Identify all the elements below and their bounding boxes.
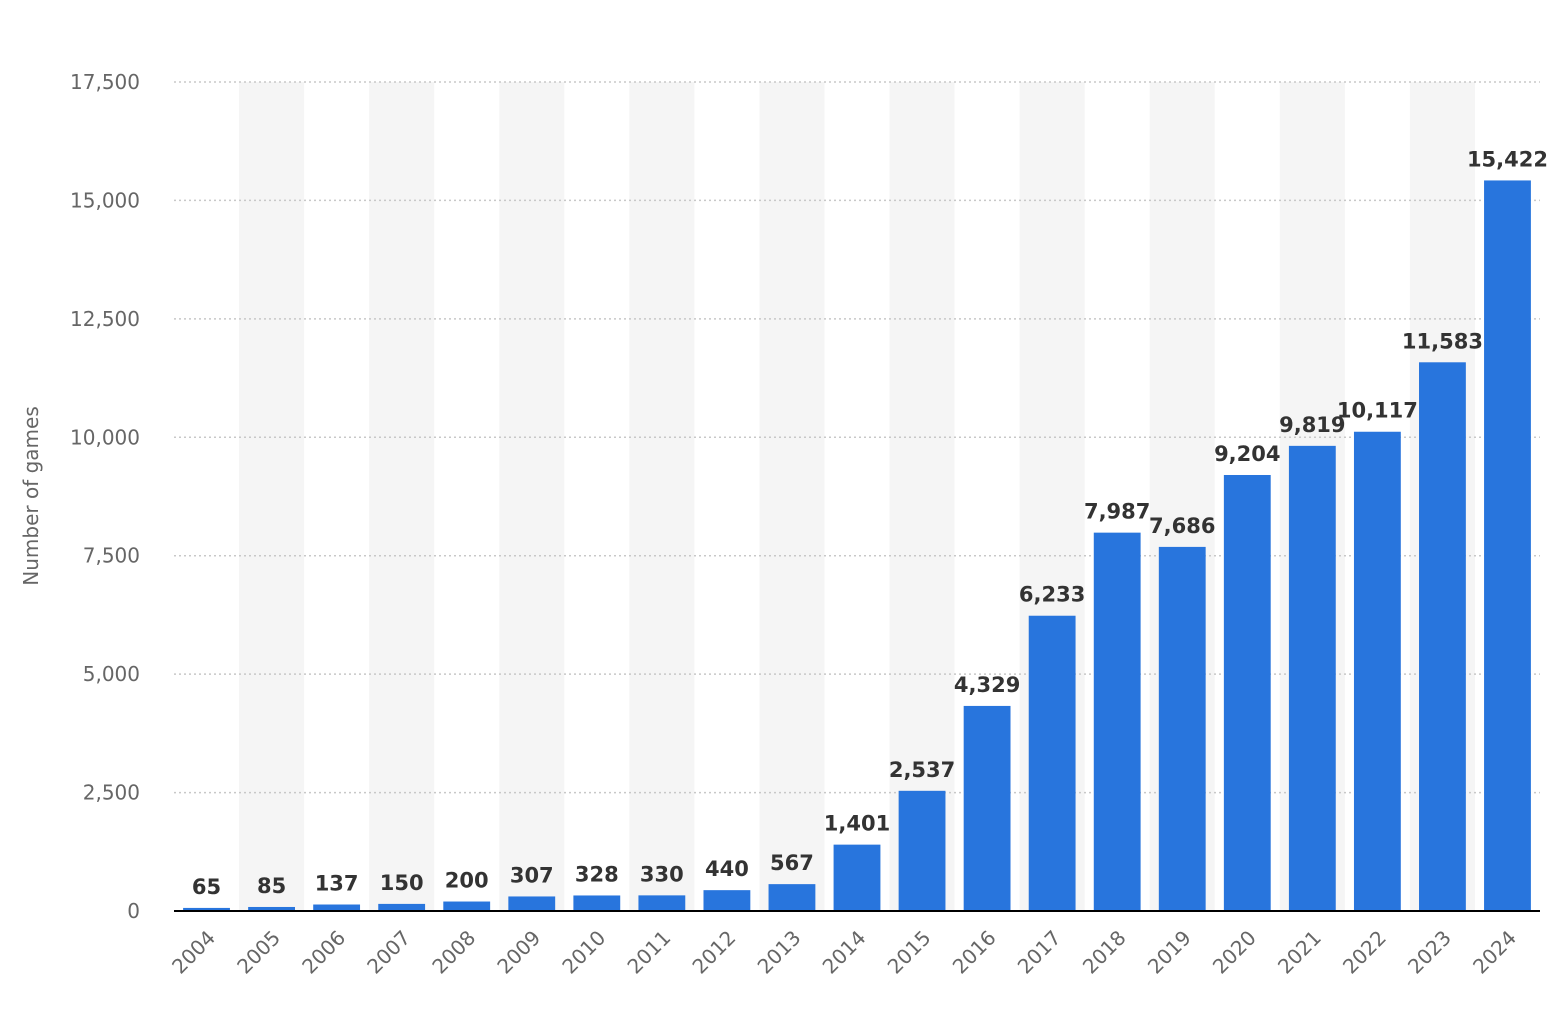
data-label: 7,686: [1149, 514, 1215, 538]
column-band: [369, 82, 435, 911]
bar: [963, 705, 1011, 911]
x-tick-label: 2014: [818, 926, 871, 979]
y-tick-label: 0: [127, 899, 140, 923]
data-label: 2,537: [889, 758, 955, 782]
y-tick-label: 15,000: [70, 188, 140, 212]
x-tick-label: 2017: [1013, 926, 1066, 979]
data-label: 6,233: [1019, 583, 1085, 607]
bar: [313, 904, 361, 911]
y-axis-label: Number of games: [19, 406, 43, 586]
bar: [1223, 474, 1271, 911]
bar: [768, 884, 816, 911]
data-label: 85: [257, 874, 286, 898]
x-tick-label: 2022: [1338, 926, 1391, 979]
data-label: 200: [445, 869, 489, 893]
x-tick-label: 2008: [427, 926, 480, 979]
bar: [1288, 445, 1336, 911]
x-tick-label: 2024: [1468, 926, 1521, 979]
x-tick-label: 2016: [948, 926, 1001, 979]
x-tick-label: 2006: [297, 926, 350, 979]
column-band: [629, 82, 695, 911]
column-band: [239, 82, 305, 911]
x-tick-label: 2009: [492, 926, 545, 979]
data-label: 567: [770, 851, 814, 875]
data-label: 9,204: [1214, 442, 1280, 466]
y-tick-label: 10,000: [70, 425, 140, 449]
data-label: 10,117: [1337, 399, 1418, 423]
column-band: [499, 82, 565, 911]
x-tick-label: 2004: [167, 926, 220, 979]
data-label: 4,329: [954, 673, 1020, 697]
x-tick-label: 2015: [883, 926, 936, 979]
data-label: 307: [510, 863, 554, 887]
data-label: 150: [380, 871, 424, 895]
bars: [183, 180, 1531, 911]
bar: [1419, 362, 1466, 911]
y-tick-label: 7,500: [83, 544, 140, 568]
x-tick-label: 2019: [1143, 926, 1196, 979]
x-tick-label: 2018: [1078, 926, 1131, 979]
data-label: 7,987: [1084, 500, 1150, 524]
bar: [1484, 180, 1531, 911]
data-label: 137: [315, 872, 359, 896]
column-band: [889, 82, 955, 911]
y-tick-label: 5,000: [83, 662, 140, 686]
bar: [703, 890, 751, 911]
data-labels: 65 85 137 150 200 307 328 330 440 567 1,401 2,537 4,…: [192, 147, 1548, 898]
bar: [898, 790, 946, 911]
bar: [1028, 615, 1076, 911]
x-tick-label: 2005: [232, 926, 285, 979]
bar: [1353, 431, 1401, 911]
bar: [378, 903, 426, 911]
bar: [443, 901, 491, 911]
bar: [1158, 546, 1206, 911]
data-label: 328: [575, 862, 619, 886]
data-label: 65: [192, 875, 221, 899]
x-axis-ticks: 2004 2005 2006 2007 2008 2009 2010 2011 2012 2013…: [167, 926, 1521, 979]
y-tick-label: 12,500: [70, 307, 140, 331]
y-tick-label: 17,500: [70, 70, 140, 94]
data-label: 440: [705, 857, 749, 881]
x-tick-label: 2011: [622, 926, 675, 979]
data-label: 330: [640, 862, 684, 886]
data-label: 15,422: [1467, 147, 1548, 171]
bar: [248, 906, 295, 911]
bar: [508, 896, 556, 911]
column-band: [759, 82, 825, 911]
bar: [573, 895, 621, 911]
x-tick-label: 2013: [753, 926, 806, 979]
x-tick-label: 2010: [557, 926, 610, 979]
bar: [1093, 532, 1141, 911]
data-label: 1,401: [824, 812, 890, 836]
y-tick-label: 2,500: [83, 781, 140, 805]
x-tick-label: 2020: [1208, 926, 1261, 979]
y-axis-ticks: 0 2,500 5,000 7,500 10,000 12,500 15,000 17,500: [70, 70, 140, 923]
bar: [833, 844, 881, 911]
data-label: 9,819: [1279, 413, 1345, 437]
data-label: 11,583: [1402, 329, 1483, 353]
x-tick-label: 2023: [1403, 926, 1456, 979]
bar: [183, 907, 230, 911]
x-tick-label: 2007: [362, 926, 415, 979]
x-tick-label: 2021: [1273, 926, 1326, 979]
bar: [638, 895, 686, 911]
x-tick-label: 2012: [687, 926, 740, 979]
